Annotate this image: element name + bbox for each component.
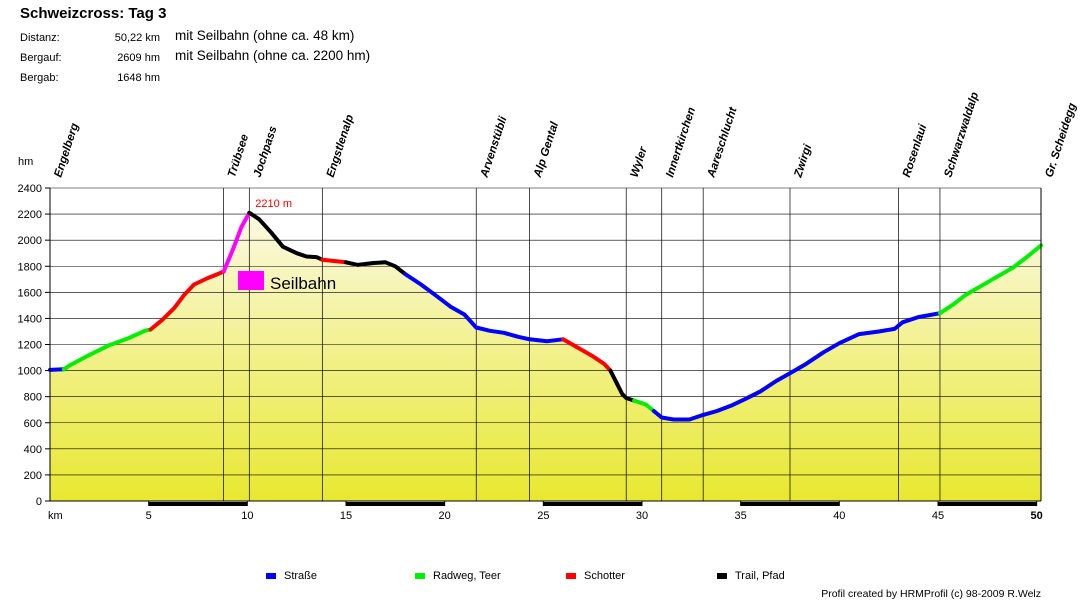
place-label: Alp Gental bbox=[532, 120, 562, 180]
place-label: Trübsee bbox=[226, 132, 251, 179]
legend-label-strasse: Straße bbox=[284, 570, 317, 582]
scale-bar-segment bbox=[543, 502, 642, 506]
y-tick-label-1600: 1600 bbox=[18, 287, 42, 299]
legend-swatch-trail bbox=[717, 573, 727, 579]
legend-swatch-radweg bbox=[415, 573, 425, 579]
y-tick-label-800: 800 bbox=[24, 392, 42, 404]
place-label: Schwarzwaldalp bbox=[942, 91, 981, 179]
place-label: Engelberg bbox=[52, 122, 81, 179]
scale-bar-segment bbox=[740, 502, 840, 506]
profile-segment-strasse bbox=[403, 272, 566, 344]
elevation-area bbox=[50, 212, 1041, 502]
cable-car-label: Seilbahn bbox=[270, 274, 336, 293]
profile-segment-trail bbox=[608, 368, 637, 403]
y-tick-label-0: 0 bbox=[36, 496, 42, 508]
profile-segment-trail bbox=[247, 210, 325, 262]
stat-distanz-value: 50,22 km bbox=[115, 32, 160, 44]
x-tick-label-30: 30 bbox=[636, 510, 648, 522]
y-tick-label-1800: 1800 bbox=[18, 261, 42, 273]
x-tick-label-50: 50 bbox=[1031, 510, 1043, 522]
stat-distanz-note: mit Seilbahn (ohne ca. 48 km) bbox=[175, 28, 354, 43]
legend: Straße Radweg, Teer Schotter Trail, Pfad bbox=[266, 570, 785, 582]
x-tick-label-45: 45 bbox=[932, 510, 944, 522]
profile-segment-schotter bbox=[561, 337, 613, 373]
stat-bergab-label: Bergab: bbox=[20, 72, 59, 84]
x-axis-label: km bbox=[48, 510, 63, 522]
scale-bar-segment bbox=[345, 502, 445, 506]
y-tick-label-2200: 2200 bbox=[18, 209, 42, 221]
place-label: Jochpass bbox=[252, 125, 280, 179]
profile-segment-schotter bbox=[320, 257, 348, 265]
x-tick-label-25: 25 bbox=[537, 510, 549, 522]
profile-segment-schotter bbox=[148, 269, 226, 332]
profile-segment-strasse bbox=[48, 367, 66, 372]
x-tick-label-35: 35 bbox=[735, 510, 747, 522]
place-label: Rosenlaui bbox=[901, 122, 930, 179]
legend-swatch-schotter bbox=[566, 573, 576, 579]
stat-bergab-value: 1648 hm bbox=[117, 72, 160, 84]
y-tick-label-1400: 1400 bbox=[18, 313, 42, 325]
y-tick-label-2400: 2400 bbox=[18, 183, 42, 195]
x-tick-label-40: 40 bbox=[833, 510, 845, 522]
place-label: Arvenstübli bbox=[478, 114, 510, 180]
y-tick-label-1000: 1000 bbox=[18, 366, 42, 378]
stat-bergauf-note: mit Seilbahn (ohne ca. 2200 hm) bbox=[175, 48, 370, 63]
profile-segment-radweg bbox=[938, 243, 1043, 316]
chart-title: Schweizcross: Tag 3 bbox=[20, 5, 166, 22]
y-tick-label-400: 400 bbox=[24, 444, 42, 456]
place-label: Gr. Scheidegg bbox=[1043, 102, 1078, 179]
credit-text: Profil created by HRMProfil (c) 98-2009 … bbox=[821, 588, 1041, 600]
scale-bar-segment bbox=[937, 502, 1037, 506]
profile-segment-radweg bbox=[61, 327, 153, 372]
y-tick-label-1200: 1200 bbox=[18, 340, 42, 352]
x-tick-label-5: 5 bbox=[146, 510, 152, 522]
x-tick-label-20: 20 bbox=[439, 510, 451, 522]
place-label: Wyler bbox=[629, 145, 650, 179]
legend-label-trail: Trail, Pfad bbox=[735, 570, 785, 582]
place-label: Aareschlucht bbox=[705, 105, 740, 180]
stat-bergauf-value: 2609 hm bbox=[117, 52, 160, 64]
scale-bar-segment bbox=[148, 502, 248, 506]
y-tick-label-600: 600 bbox=[24, 418, 42, 430]
profile-segment-seilbahn bbox=[221, 210, 252, 274]
legend-label-schotter: Schotter bbox=[584, 570, 625, 582]
cable-car-swatch bbox=[238, 271, 264, 290]
profile-segment-strasse bbox=[651, 311, 942, 422]
stat-distanz-label: Distanz: bbox=[20, 32, 60, 44]
y-axis-label: hm bbox=[18, 156, 33, 168]
legend-label-radweg: Radweg, Teer bbox=[433, 570, 501, 582]
place-label: Innertkirchen bbox=[664, 106, 698, 179]
place-label: Zwirgi bbox=[792, 142, 814, 180]
y-tick-label-200: 200 bbox=[24, 470, 42, 482]
x-tick-label-15: 15 bbox=[340, 510, 352, 522]
stat-bergauf-label: Bergauf: bbox=[20, 52, 62, 64]
x-tick-label-10: 10 bbox=[241, 510, 253, 522]
max-elevation-label: 2210 m bbox=[255, 198, 292, 210]
y-tick-label-2000: 2000 bbox=[18, 235, 42, 247]
profile-segment-radweg bbox=[632, 398, 656, 413]
profile-segment-trail bbox=[344, 260, 408, 277]
legend-swatch-strasse bbox=[266, 573, 276, 579]
place-label: Engstlenalp bbox=[325, 113, 357, 179]
